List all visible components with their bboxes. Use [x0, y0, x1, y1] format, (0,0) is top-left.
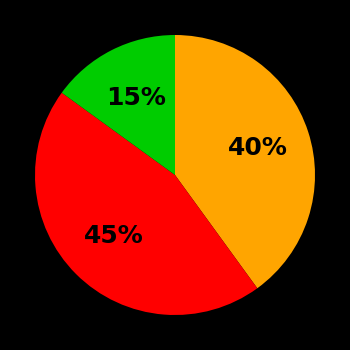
Wedge shape	[175, 35, 315, 288]
Text: 40%: 40%	[228, 136, 287, 160]
Wedge shape	[62, 35, 175, 175]
Text: 45%: 45%	[84, 224, 144, 248]
Wedge shape	[35, 93, 257, 315]
Text: 15%: 15%	[106, 86, 166, 110]
